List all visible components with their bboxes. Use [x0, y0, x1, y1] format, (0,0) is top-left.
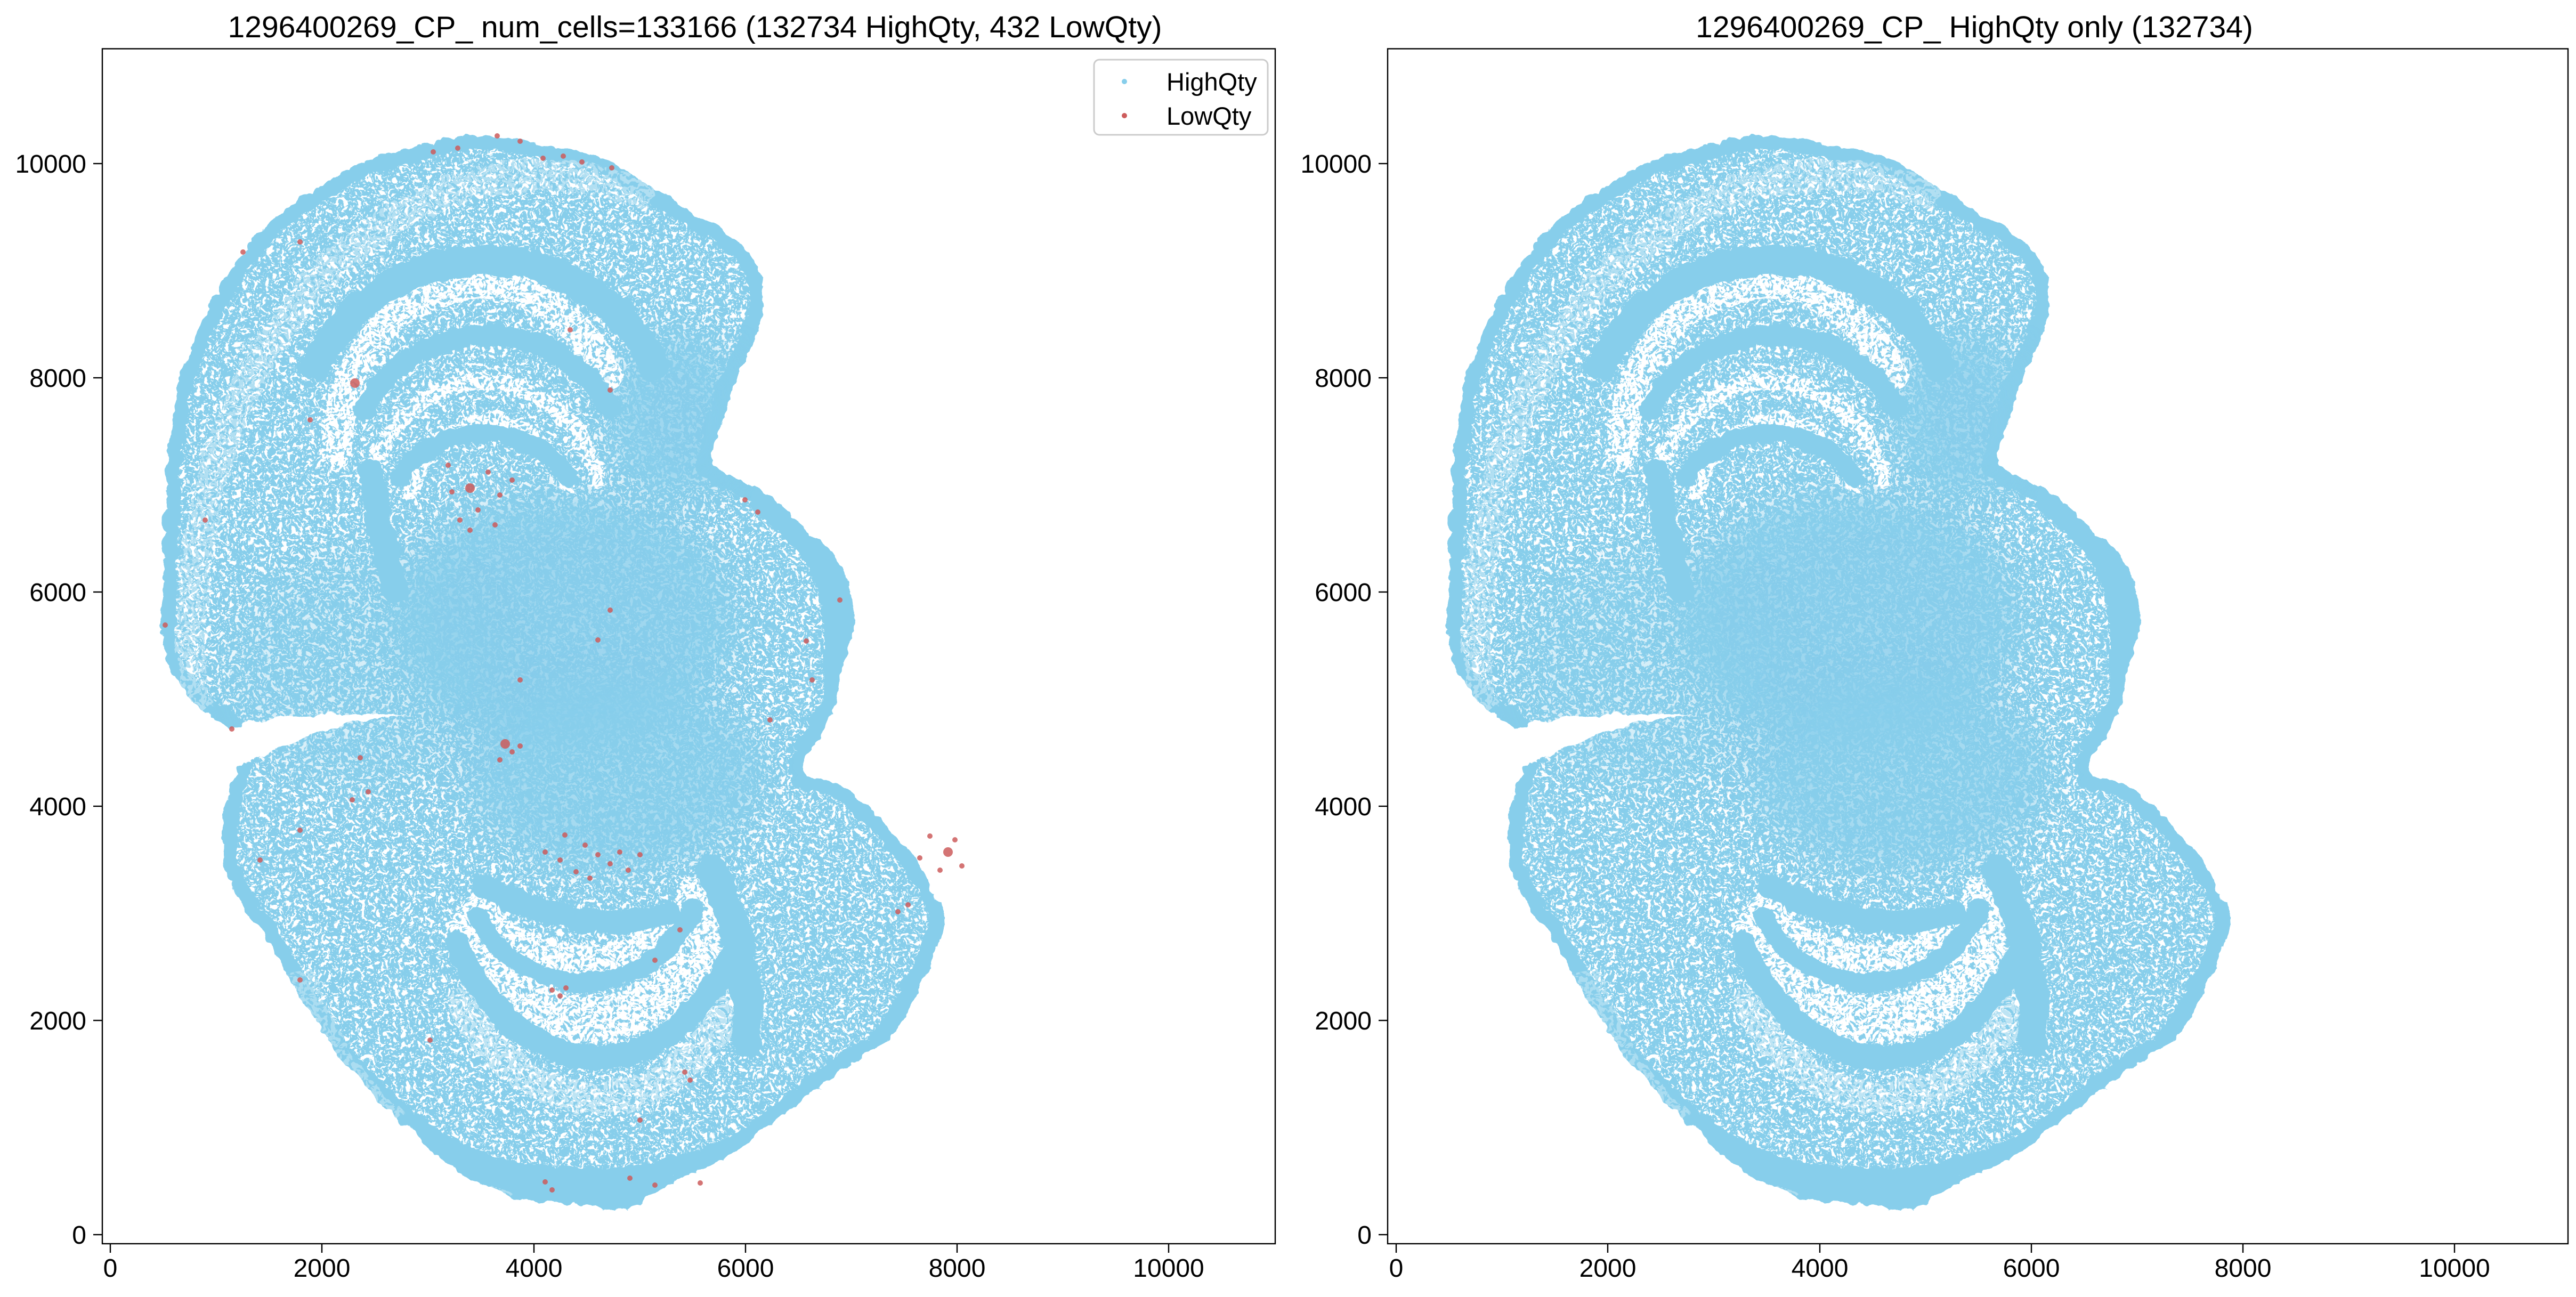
svg-text:0: 0 — [72, 1221, 86, 1250]
svg-text:2000: 2000 — [1315, 1007, 1372, 1035]
svg-text:0: 0 — [1357, 1221, 1372, 1250]
svg-text:2000: 2000 — [1579, 1254, 1637, 1283]
svg-text:10000: 10000 — [2419, 1254, 2490, 1283]
svg-text:10000: 10000 — [15, 150, 86, 179]
svg-text:8000: 8000 — [1315, 364, 1372, 393]
svg-text:0: 0 — [1389, 1254, 1404, 1283]
svg-text:4000: 4000 — [29, 793, 86, 821]
svg-text:2000: 2000 — [294, 1254, 351, 1283]
svg-text:6000: 6000 — [1315, 579, 1372, 607]
svg-text:LowQty: LowQty — [1167, 102, 1252, 130]
svg-text:HighQty: HighQty — [1167, 68, 1257, 96]
svg-text:6000: 6000 — [29, 579, 86, 607]
svg-text:6000: 6000 — [717, 1254, 774, 1283]
svg-text:4000: 4000 — [506, 1254, 563, 1283]
svg-text:0: 0 — [103, 1254, 118, 1283]
svg-text:2000: 2000 — [29, 1007, 86, 1035]
svg-text:4000: 4000 — [1792, 1254, 1849, 1283]
svg-text:1296400269_CP_ num_cells=13316: 1296400269_CP_ num_cells=133166 (132734 … — [228, 10, 1162, 44]
svg-text:10000: 10000 — [1133, 1254, 1204, 1283]
svg-text:8000: 8000 — [29, 364, 86, 393]
svg-text:8000: 8000 — [929, 1254, 986, 1283]
svg-text:1296400269_CP_ HighQty only (1: 1296400269_CP_ HighQty only (132734) — [1696, 10, 2253, 44]
svg-text:10000: 10000 — [1301, 150, 1372, 179]
svg-text:6000: 6000 — [2003, 1254, 2060, 1283]
svg-text:4000: 4000 — [1315, 793, 1372, 821]
svg-text:8000: 8000 — [2215, 1254, 2272, 1283]
